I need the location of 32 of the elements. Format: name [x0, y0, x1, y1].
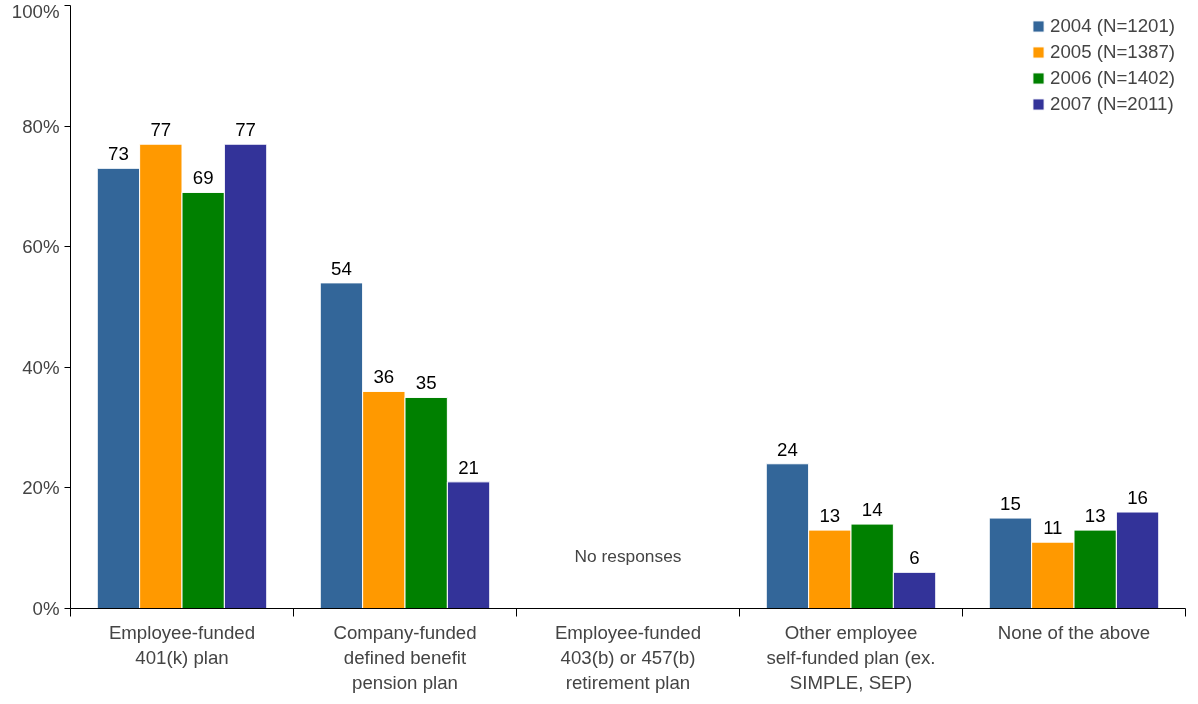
annotation: No responses	[574, 546, 682, 567]
y-tick-label: 80%	[22, 115, 60, 137]
legend-label: 2007 (N=2011)	[1050, 93, 1174, 115]
x-tick-label: Company-funded defined benefit pension plan	[333, 621, 477, 693]
y-tick-label: 40%	[22, 356, 60, 378]
data-label: 35	[415, 372, 437, 394]
data-label: 77	[235, 119, 256, 141]
y-tick-label: 0%	[32, 598, 60, 619]
x-tick-label: Employee-funded 403(b) or 457(b) retirement plan	[554, 621, 702, 693]
x-tick-label: None of the above	[997, 621, 1151, 643]
y-tick-label: 100%	[11, 0, 60, 22]
legend-label: 2006 (N=1402)	[1050, 67, 1175, 89]
x-tick-label: Other employee self-funded plan (ex. SIMPLE, SEP)	[766, 621, 936, 693]
data-label: 21	[458, 456, 479, 478]
data-label: 11	[1043, 517, 1063, 539]
data-label: 36	[373, 366, 395, 388]
data-label: 54	[331, 257, 352, 279]
x-tick-label: Employee-funded 401(k) plan	[108, 621, 256, 668]
data-label: 13	[819, 505, 841, 527]
legend-label: 2005 (N=1387)	[1050, 41, 1175, 63]
data-label: 24	[777, 438, 798, 460]
y-tick-label: 20%	[22, 477, 60, 499]
data-label: 73	[108, 143, 129, 165]
data-label: 6	[909, 547, 920, 569]
data-label: 13	[1084, 505, 1106, 527]
data-label: 77	[150, 119, 172, 141]
data-label: 16	[1127, 487, 1148, 509]
legend-label: 2004 (N=1201)	[1050, 15, 1175, 37]
y-tick-label: 60%	[22, 236, 60, 258]
data-label: 14	[861, 499, 883, 521]
data-label: 69	[192, 167, 214, 189]
data-label: 15	[1000, 493, 1021, 515]
